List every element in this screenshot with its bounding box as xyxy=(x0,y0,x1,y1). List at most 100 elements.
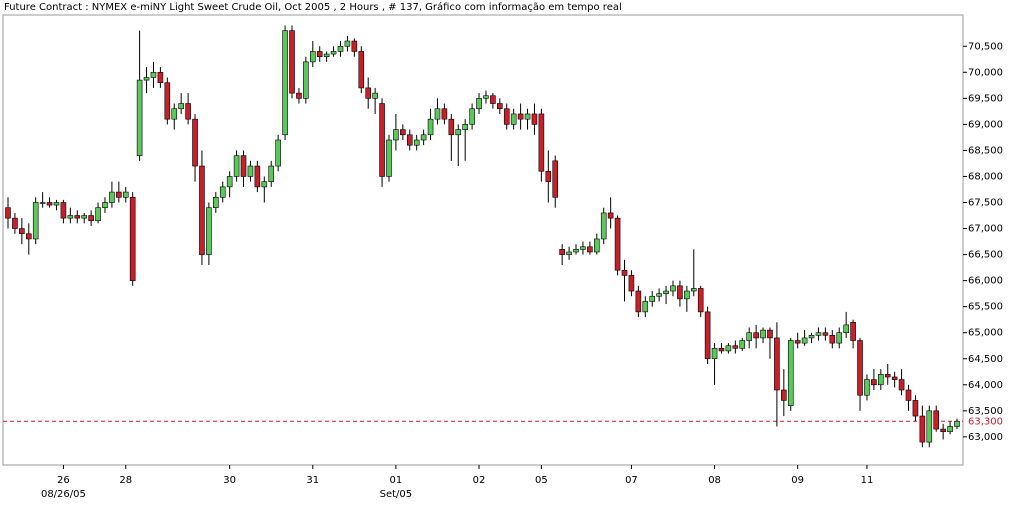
candle-body xyxy=(19,228,25,235)
candle-body xyxy=(53,202,60,206)
candle-body xyxy=(25,233,32,240)
candle-body xyxy=(843,324,849,334)
candle-body xyxy=(393,129,399,141)
x-tick-label: 07 xyxy=(625,475,638,486)
current-price-label: 63,300 xyxy=(968,416,1003,427)
candle-body xyxy=(483,95,489,99)
candle-body xyxy=(732,345,739,349)
candle-body xyxy=(704,311,711,360)
candle-body xyxy=(614,217,621,271)
candle-body xyxy=(559,249,565,255)
candle-body xyxy=(538,113,545,172)
candle-body xyxy=(912,400,919,417)
candle-body xyxy=(642,301,649,313)
candle-body xyxy=(67,215,74,219)
candle-body xyxy=(739,340,746,349)
candle-body xyxy=(109,191,115,203)
candle-body xyxy=(88,215,94,222)
candle-body xyxy=(303,61,309,99)
candle-body xyxy=(282,30,288,136)
candle-body xyxy=(628,275,635,292)
y-tick-label: 67,000 xyxy=(968,224,1003,235)
candle-body xyxy=(621,269,628,276)
candle-body xyxy=(905,389,912,401)
candle-body xyxy=(233,155,240,177)
y-tick-label: 66,000 xyxy=(968,276,1003,287)
candle-body xyxy=(566,251,572,255)
candle-body xyxy=(898,379,905,391)
candle-body xyxy=(400,129,406,136)
candle-body xyxy=(794,340,801,344)
candle-body xyxy=(891,376,898,380)
candle-body xyxy=(857,340,863,396)
candle-body xyxy=(746,332,752,341)
candle-body xyxy=(801,337,808,344)
candle-body xyxy=(116,191,122,198)
x-tick-label: 26 xyxy=(57,475,70,486)
candle-body xyxy=(697,288,704,313)
candle-body xyxy=(74,215,81,219)
candle-body xyxy=(95,207,101,222)
candle-body xyxy=(213,196,219,209)
candle-body xyxy=(268,165,275,182)
candle-body xyxy=(947,426,953,432)
candle-body xyxy=(157,71,164,84)
candle-body xyxy=(781,389,787,401)
candle-body xyxy=(150,71,157,78)
candle-body xyxy=(940,428,946,432)
candle-body xyxy=(226,176,233,188)
y-tick-label: 70,000 xyxy=(968,67,1003,78)
candle-body xyxy=(32,202,39,240)
candle-body xyxy=(275,139,281,167)
candle-body xyxy=(337,45,344,52)
candle-body xyxy=(330,51,337,55)
candle-body xyxy=(593,238,600,253)
candle-body xyxy=(607,212,614,219)
candle-body xyxy=(46,202,53,206)
candle-body xyxy=(122,191,129,198)
candle-body xyxy=(289,30,295,94)
candle-body xyxy=(787,340,794,406)
chart-title: Future Contract : NYMEX e-miNY Light Swe… xyxy=(4,1,622,13)
candle-body xyxy=(760,329,766,339)
candle-body xyxy=(323,53,330,57)
candle-body xyxy=(919,415,926,443)
candle-body xyxy=(822,332,829,336)
candle-body xyxy=(718,348,725,352)
y-tick-label: 65,500 xyxy=(968,302,1003,313)
candle-body xyxy=(884,374,891,378)
y-tick-label: 67,500 xyxy=(968,198,1003,209)
candle-body xyxy=(864,379,870,396)
candle-body xyxy=(469,108,475,125)
candle-body xyxy=(926,410,933,443)
x-tick-label: 30 xyxy=(223,475,236,486)
candle-body xyxy=(503,108,510,125)
candle-body xyxy=(136,79,143,156)
candle-body xyxy=(206,207,212,255)
candle-body xyxy=(427,118,434,136)
candle-body xyxy=(171,108,178,120)
candle-body xyxy=(39,202,46,204)
candle-body xyxy=(684,290,690,300)
candle-body xyxy=(365,87,372,99)
candle-body xyxy=(552,160,559,198)
x-tick-label: 28 xyxy=(119,475,132,486)
candle-body xyxy=(497,103,503,110)
candle-body xyxy=(5,207,11,219)
candle-body xyxy=(164,82,171,120)
candle-body xyxy=(600,212,607,240)
candle-body xyxy=(296,92,302,99)
candle-body xyxy=(413,139,420,146)
x-tick-label: 11 xyxy=(861,475,874,486)
candle-body xyxy=(386,139,392,177)
candle-body xyxy=(199,165,205,255)
candle-body xyxy=(420,134,427,141)
y-tick-label: 64,500 xyxy=(968,354,1003,365)
y-tick-label: 70,500 xyxy=(968,41,1003,52)
candle-body xyxy=(725,345,732,352)
candle-body xyxy=(240,155,247,177)
candle-body xyxy=(247,165,254,177)
candle-body xyxy=(933,410,940,430)
candle-body xyxy=(815,332,822,336)
candle-body xyxy=(517,113,524,120)
